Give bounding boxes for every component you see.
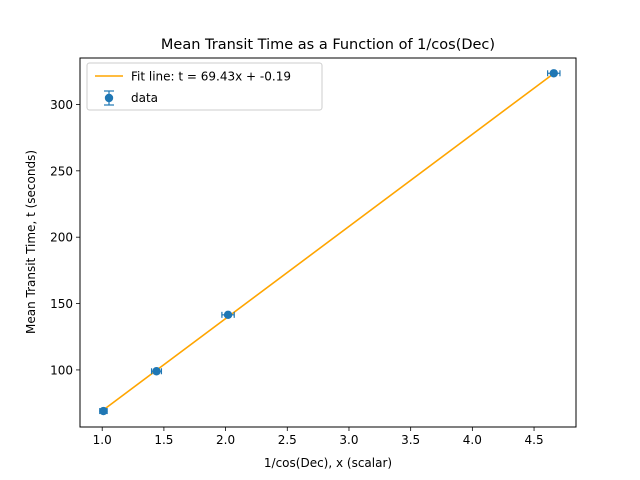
y-axis-label: Mean Transit Time, t (seconds) [24,150,38,334]
fit-line-layer [102,72,555,411]
data-marker [152,367,161,376]
fit-line [102,72,555,411]
legend: Fit line: t = 69.43x + -0.19 data [86,62,323,111]
legend-data-label: data [131,91,158,105]
chart-title: Mean Transit Time as a Function of 1/cos… [161,37,495,53]
y-axis-ticks: 100 150 200 250 300 [50,98,80,377]
data-point [150,367,163,376]
x-axis-label: 1/cos(Dec), x (scalar) [264,456,392,470]
x-tick-label: 2.5 [278,433,297,447]
axes-frame [79,57,577,428]
legend-fit-line-label: Fit line: t = 69.43x + -0.19 [131,70,291,84]
y-tick-label: 300 [50,98,73,112]
x-tick-label: 3.0 [339,433,358,447]
data-points-layer [99,69,561,416]
x-tick-label: 4.0 [463,433,482,447]
data-point [547,69,561,78]
plot-area: 1.0 1.5 2.0 2.5 3.0 3.5 4.0 4.5 100 150 200 250 300 [50,57,577,447]
y-tick-label: 250 [50,164,73,178]
data-marker [223,310,233,320]
data-point [99,406,108,416]
x-tick-label: 1.5 [154,433,173,447]
legend-data-swatch [104,90,114,106]
data-marker [99,406,108,416]
x-tick-label: 3.5 [401,433,420,447]
data-point [221,310,235,320]
legend-box [86,62,323,111]
y-tick-label: 150 [50,297,73,311]
x-tick-label: 1.0 [93,433,112,447]
x-tick-label: 2.0 [216,433,235,447]
legend-marker [104,93,114,103]
x-tick-label: 4.5 [525,433,544,447]
data-marker [549,69,558,78]
x-axis-ticks: 1.0 1.5 2.0 2.5 3.0 3.5 4.0 4.5 [93,427,544,447]
y-tick-label: 100 [50,363,73,377]
y-tick-label: 200 [50,231,73,245]
